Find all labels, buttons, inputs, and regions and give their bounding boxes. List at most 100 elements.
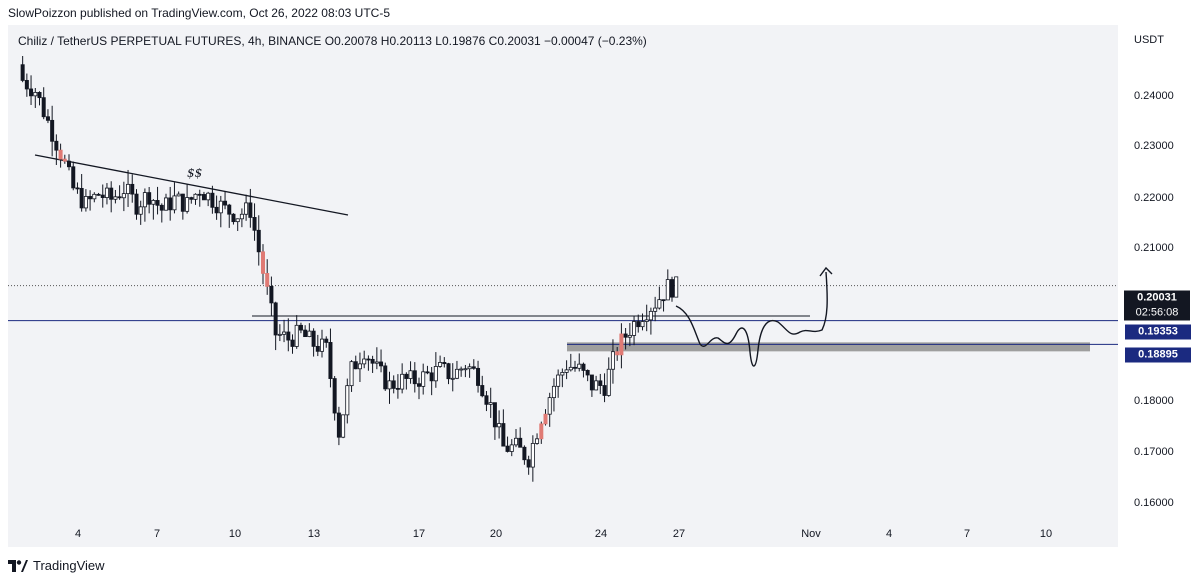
candle-body — [273, 302, 278, 336]
candle-body — [147, 192, 152, 205]
candle-body — [560, 372, 565, 376]
candle-body — [298, 324, 303, 331]
candle-body — [416, 383, 421, 387]
candle-body — [206, 192, 211, 201]
date-tick: 4 — [885, 528, 893, 540]
candle-body — [214, 206, 219, 214]
candle-body — [391, 380, 396, 389]
candle-body — [307, 330, 312, 338]
candle-body — [514, 437, 519, 446]
price-tick: 0.21000 — [1134, 242, 1174, 254]
candle-body — [260, 251, 265, 274]
candle-body — [543, 413, 548, 425]
candle-body — [467, 366, 472, 370]
liquidity-annotation: $$ — [187, 166, 203, 180]
candle-body — [564, 369, 569, 373]
candle-body — [627, 334, 632, 338]
candle-body — [610, 351, 615, 370]
candle-body — [24, 80, 29, 90]
candle-body — [37, 92, 42, 99]
candle-body — [286, 331, 291, 341]
candle-body — [109, 187, 114, 200]
candle-body — [379, 361, 384, 367]
candle-body — [547, 397, 552, 415]
tradingview-brand: TradingView — [33, 557, 105, 573]
candle-body — [121, 193, 126, 199]
candle-body — [577, 363, 582, 369]
candle-body — [227, 204, 232, 215]
projection-arrow-icon — [819, 266, 833, 277]
candle-body — [345, 385, 350, 416]
candle-body — [336, 412, 341, 438]
candle-body — [492, 402, 497, 428]
candle-body — [172, 195, 177, 211]
candle-body — [400, 373, 405, 390]
candle-body — [134, 193, 139, 215]
candle-body — [235, 218, 240, 223]
level-price-label: 0.18895 — [1124, 346, 1192, 364]
tradingview-footer[interactable]: TradingView — [8, 556, 105, 574]
date-tick: 10 — [1039, 528, 1053, 540]
candle-body — [62, 158, 67, 162]
date-tick: 20 — [489, 528, 503, 540]
candle-body — [484, 395, 489, 405]
candle-body — [282, 331, 287, 335]
bar-countdown-label: 02:56:08 — [1124, 305, 1190, 321]
candle-body — [446, 363, 451, 380]
candle-body — [459, 368, 464, 371]
candle-body — [602, 385, 607, 396]
candle-body — [412, 370, 417, 385]
date-tick: 10 — [228, 528, 242, 540]
candle-body — [387, 380, 392, 390]
candle-body — [670, 279, 675, 298]
candle-body — [632, 321, 637, 336]
date-tick: 13 — [307, 528, 321, 540]
candle-body — [88, 196, 93, 200]
candle-body — [319, 338, 324, 352]
candle-body — [29, 88, 34, 97]
date-tick: Nov — [801, 528, 821, 540]
candle-body — [425, 371, 430, 374]
candle-body — [383, 365, 388, 390]
date-tick: 7 — [963, 528, 971, 540]
candle-body — [201, 194, 206, 201]
candle-body — [366, 358, 371, 361]
candle-body — [303, 329, 308, 338]
candle-body — [256, 229, 261, 253]
candle-body — [50, 119, 55, 142]
candle-body — [480, 385, 485, 397]
last-price-label: 0.20031 — [1124, 290, 1190, 306]
candle-body — [573, 366, 578, 369]
candle-body — [311, 330, 316, 347]
candle-body — [265, 272, 270, 287]
candle-body — [522, 446, 527, 461]
candle-body — [142, 192, 147, 208]
date-tick: 7 — [153, 528, 161, 540]
candle-body — [623, 333, 628, 338]
currency-label: USDT — [1134, 34, 1164, 46]
candle-body — [168, 197, 173, 211]
candle-body — [606, 368, 611, 396]
candle-body — [429, 372, 434, 382]
candle-body — [619, 333, 624, 356]
date-tick: 24 — [594, 528, 608, 540]
candle-body — [197, 193, 202, 196]
candle-body — [130, 183, 135, 195]
candle-body — [648, 310, 653, 321]
candle-body — [370, 358, 375, 364]
candle-body — [324, 338, 329, 343]
candle-body — [421, 371, 426, 387]
candle-body — [151, 200, 156, 205]
candle-body — [54, 140, 59, 151]
candle-body — [526, 459, 531, 468]
price-tick: 0.23000 — [1134, 140, 1174, 152]
candle-body — [332, 378, 337, 414]
symbol-ohlc-legend[interactable]: Chiliz / TetherUS PERPETUAL FUTURES, 4h,… — [18, 34, 647, 48]
level-price-label: 0.19353 — [1124, 323, 1192, 341]
date-tick: 17 — [412, 528, 426, 540]
candle-body — [75, 187, 80, 190]
candle-body — [476, 367, 481, 386]
price-tick: 0.24000 — [1134, 90, 1174, 102]
candle-body — [67, 160, 72, 168]
